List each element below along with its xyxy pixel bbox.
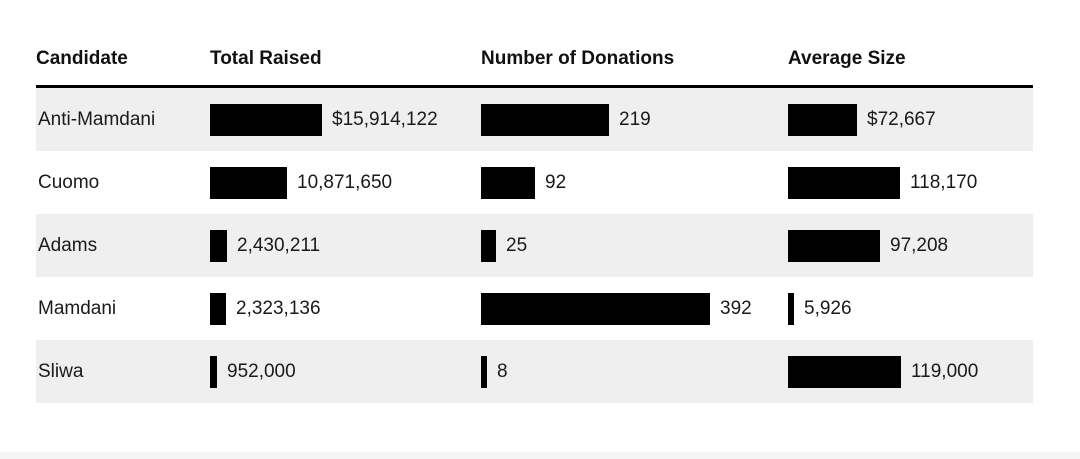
average-size-bar: [788, 292, 794, 325]
average-size-cell: 118,170: [788, 151, 1033, 214]
column-header-candidate: Candidate: [36, 48, 128, 69]
average-size-value: 97,208: [890, 234, 949, 256]
table-header: Candidate Total Raised Number of Donatio…: [36, 44, 1033, 88]
table-row: Cuomo 10,871,650 92 118,170: [36, 151, 1033, 214]
donations-value: 219: [619, 108, 651, 130]
donations-bar: [481, 355, 487, 388]
average-size-cell: 97,208: [788, 214, 1033, 277]
donations-cell: 392: [481, 277, 788, 340]
total-raised-value: 952,000: [227, 360, 296, 382]
column-header-number-of-donations: Number of Donations: [481, 48, 675, 69]
average-size-bar: [788, 355, 901, 388]
table-row: Sliwa 952,000 8 119,000: [36, 340, 1033, 403]
average-size-value: 118,170: [910, 171, 978, 193]
table-row: Adams 2,430,211 25 97,208: [36, 214, 1033, 277]
total-raised-cell: $15,914,122: [210, 88, 481, 151]
total-raised-value: $15,914,122: [332, 108, 438, 130]
donations-value: 8: [497, 360, 508, 382]
donations-cell: 219: [481, 88, 788, 151]
total-raised-bar: [210, 355, 217, 388]
total-raised-cell: 952,000: [210, 340, 481, 403]
candidate-label: Adams: [38, 234, 98, 256]
candidate-label: Mamdani: [38, 297, 117, 319]
total-raised-bar: [210, 103, 322, 136]
donations-bar: [481, 166, 535, 199]
average-size-value: 119,000: [911, 360, 979, 382]
donations-value: 25: [506, 234, 528, 256]
total-raised-value: 2,323,136: [236, 297, 321, 319]
average-size-bar: [788, 103, 857, 136]
donations-bar: [481, 292, 710, 325]
total-raised-value: 10,871,650: [297, 171, 393, 193]
total-raised-bar: [210, 229, 227, 262]
average-size-cell: 119,000: [788, 340, 1033, 403]
candidate-label: Anti-Mamdani: [38, 108, 156, 130]
average-size-cell: 5,926: [788, 277, 1033, 340]
donations-value: 392: [720, 297, 752, 319]
average-size-cell: $72,667: [788, 88, 1033, 151]
average-size-bar: [788, 229, 880, 262]
candidate-label: Cuomo: [38, 171, 100, 193]
donations-cell: 92: [481, 151, 788, 214]
table-body: Anti-Mamdani $15,914,122 219 $72,667 Cuo…: [36, 88, 1033, 403]
donations-bar: [481, 103, 609, 136]
total-raised-cell: 2,430,211: [210, 214, 481, 277]
average-size-bar: [788, 166, 900, 199]
table-row: Anti-Mamdani $15,914,122 219 $72,667: [36, 88, 1033, 151]
average-size-value: 5,926: [804, 297, 852, 319]
total-raised-value: 2,430,211: [237, 234, 321, 256]
total-raised-bar: [210, 292, 226, 325]
candidate-label: Sliwa: [38, 360, 84, 382]
donations-table: Candidate Total Raised Number of Donatio…: [36, 44, 1033, 403]
average-size-value: $72,667: [867, 108, 936, 130]
column-header-total-raised: Total Raised: [210, 48, 322, 69]
total-raised-cell: 10,871,650: [210, 151, 481, 214]
column-header-average-size: Average Size: [788, 48, 906, 69]
donations-cell: 25: [481, 214, 788, 277]
total-raised-cell: 2,323,136: [210, 277, 481, 340]
bottom-section-edge: [0, 452, 1080, 459]
donations-value: 92: [545, 171, 567, 193]
table-row: Mamdani 2,323,136 392 5,926: [36, 277, 1033, 340]
donations-bar: [481, 229, 496, 262]
total-raised-bar: [210, 166, 287, 199]
donations-cell: 8: [481, 340, 788, 403]
